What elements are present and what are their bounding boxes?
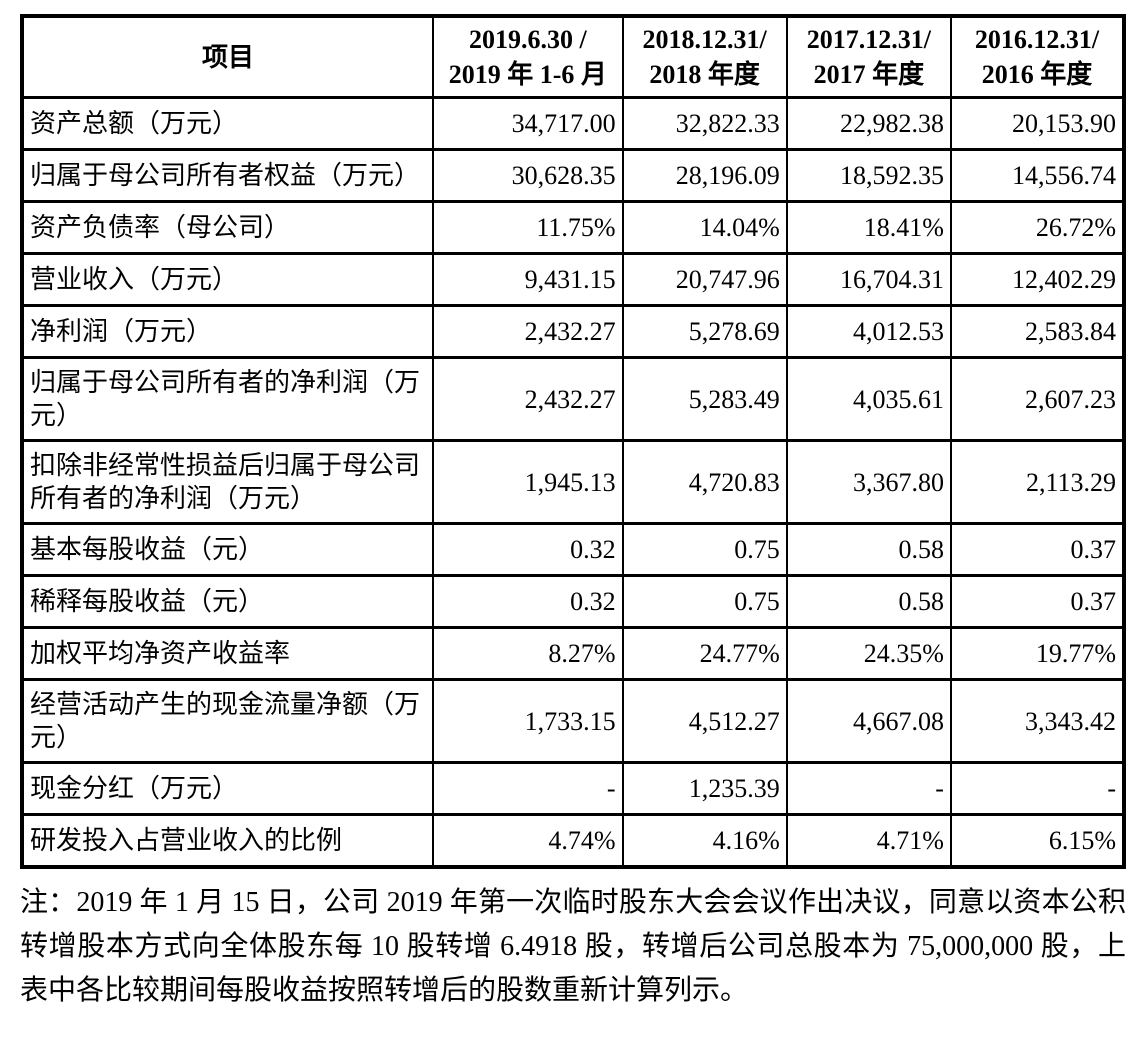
value-cell: 14.04%	[621, 200, 788, 255]
value-cell: 2,432.27	[432, 356, 624, 442]
period-range-label: 2017 年度	[813, 60, 925, 89]
value-cell: 4,012.53	[785, 304, 952, 359]
value-cell: 2,607.23	[949, 356, 1126, 442]
table-row: 归属于母公司所有者的净利润（万元） 2,432.27 5,283.49 4,035.6…	[20, 356, 1126, 442]
value-cell: 4.16%	[621, 813, 788, 868]
period-range-label: 2019 年 1-6 月	[448, 60, 607, 89]
value-cell: 26.72%	[949, 200, 1126, 255]
value-cell: 18,592.35	[785, 148, 952, 203]
table-row: 净利润（万元） 2,432.27 5,278.69 4,012.53 2,583.84	[20, 304, 1126, 359]
value-cell: 1,235.39	[621, 761, 788, 816]
row-label-cell: 归属于母公司所有者权益（万元）	[20, 148, 435, 203]
value-cell: 1,733.15	[432, 678, 624, 764]
value-cell: 0.75	[621, 522, 788, 577]
value-cell: 2,583.84	[949, 304, 1126, 359]
value-cell: 18.41%	[785, 200, 952, 255]
table-row: 资产负债率（母公司） 11.75% 14.04% 18.41% 26.72%	[20, 200, 1126, 255]
table-row: 研发投入占营业收入的比例 4.74% 4.16% 4.71% 6.15%	[20, 813, 1126, 868]
value-cell: 28,196.09	[621, 148, 788, 203]
col-header-period-2019h1: 2019.6.30 / 2019 年 1-6 月	[432, 14, 624, 99]
row-label-cell: 净利润（万元）	[20, 304, 435, 359]
value-cell: -	[785, 761, 952, 816]
value-cell: 4.71%	[785, 813, 952, 868]
financial-summary-table: 项目 2019.6.30 / 2019 年 1-6 月 2018.12.31/ …	[20, 14, 1126, 869]
period-date-label: 2017.12.31/	[806, 25, 931, 54]
col-header-period-2018: 2018.12.31/ 2018 年度	[621, 14, 788, 99]
value-cell: -	[949, 761, 1126, 816]
table-row: 经营活动产生的现金流量净额（万元） 1,733.15 4,512.27 4,667.0…	[20, 678, 1126, 764]
value-cell: 5,283.49	[621, 356, 788, 442]
period-date-label: 2016.12.31/	[974, 25, 1100, 54]
value-cell: 22,982.38	[785, 96, 952, 151]
value-cell: 2,432.27	[432, 304, 624, 359]
value-cell: 0.37	[949, 574, 1126, 629]
value-cell: 2,113.29	[949, 439, 1126, 525]
row-label-cell: 营业收入（万元）	[20, 252, 435, 307]
value-cell: 19.77%	[949, 626, 1126, 681]
table-row: 加权平均净资产收益率 8.27% 24.77% 24.35% 19.77%	[20, 626, 1126, 681]
value-cell: 0.32	[432, 522, 624, 577]
value-cell: 14,556.74	[949, 148, 1126, 203]
value-cell: 0.58	[785, 522, 952, 577]
row-label-cell: 研发投入占营业收入的比例	[20, 813, 435, 868]
row-label-cell: 资产总额（万元）	[20, 96, 435, 151]
table-row: 稀释每股收益（元） 0.32 0.75 0.58 0.37	[20, 574, 1126, 629]
col-header-item-label: 项目	[202, 42, 255, 72]
row-label-cell: 资产负债率（母公司）	[20, 200, 435, 255]
table-row: 资产总额（万元） 34,717.00 32,822.33 22,982.38 20,15…	[20, 96, 1126, 151]
value-cell: 3,367.80	[785, 439, 952, 525]
value-cell: 24.77%	[621, 626, 788, 681]
value-cell: 1,945.13	[432, 439, 624, 525]
table-row: 营业收入（万元） 9,431.15 20,747.96 16,704.31 12,402…	[20, 252, 1126, 307]
table-row: 扣除非经常性损益后归属于母公司所有者的净利润（万元） 1,945.13 4,720.…	[20, 439, 1126, 525]
col-header-period-2017: 2017.12.31/ 2017 年度	[785, 14, 952, 99]
col-header-item: 项目	[20, 14, 435, 99]
value-cell: 0.37	[949, 522, 1126, 577]
value-cell: 0.58	[785, 574, 952, 629]
value-cell: 4,667.08	[785, 678, 952, 764]
period-range-label: 2018 年度	[649, 60, 760, 89]
table-row: 归属于母公司所有者权益（万元） 30,628.35 28,196.09 18,592.…	[20, 148, 1126, 203]
value-cell: 30,628.35	[432, 148, 624, 203]
row-label-cell: 基本每股收益（元）	[20, 522, 435, 577]
value-cell: -	[432, 761, 624, 816]
value-cell: 32,822.33	[621, 96, 788, 151]
value-cell: 20,747.96	[621, 252, 788, 307]
row-label-cell: 现金分红（万元）	[20, 761, 435, 816]
value-cell: 4,512.27	[621, 678, 788, 764]
value-cell: 11.75%	[432, 200, 624, 255]
value-cell: 8.27%	[432, 626, 624, 681]
table-header-row: 项目 2019.6.30 / 2019 年 1-6 月 2018.12.31/ …	[20, 14, 1126, 99]
table-row: 现金分红（万元） -1,235.39- -	[20, 761, 1126, 816]
value-cell: 5,278.69	[621, 304, 788, 359]
table-row: 基本每股收益（元） 0.32 0.75 0.58 0.37	[20, 522, 1126, 577]
value-cell: 9,431.15	[432, 252, 624, 307]
row-label-cell: 稀释每股收益（元）	[20, 574, 435, 629]
value-cell: 24.35%	[785, 626, 952, 681]
col-header-period-2016: 2016.12.31/ 2016 年度	[949, 14, 1126, 99]
period-range-label: 2016 年度	[981, 60, 1093, 89]
value-cell: 0.32	[432, 574, 624, 629]
value-cell: 20,153.90	[949, 96, 1126, 151]
value-cell: 16,704.31	[785, 252, 952, 307]
row-label-cell: 经营活动产生的现金流量净额（万元）	[20, 678, 435, 764]
row-label-cell: 加权平均净资产收益率	[20, 626, 435, 681]
footnote-text: 注：2019 年 1 月 15 日，公司 2019 年第一次临时股东大会会议作出…	[20, 886, 1126, 1006]
period-date-label: 2019.6.30 /	[468, 25, 587, 54]
value-cell: 3,343.42	[949, 678, 1126, 764]
value-cell: 4.74%	[432, 813, 624, 868]
period-date-label: 2018.12.31/	[642, 25, 767, 54]
value-cell: 34,717.00	[432, 96, 624, 151]
row-label-cell: 扣除非经常性损益后归属于母公司所有者的净利润（万元）	[20, 439, 435, 525]
value-cell: 6.15%	[949, 813, 1126, 868]
value-cell: 4,720.83	[621, 439, 788, 525]
value-cell: 12,402.29	[949, 252, 1126, 307]
value-cell: 0.75	[621, 574, 788, 629]
row-label-cell: 归属于母公司所有者的净利润（万元）	[20, 356, 435, 442]
value-cell: 4,035.61	[785, 356, 952, 442]
